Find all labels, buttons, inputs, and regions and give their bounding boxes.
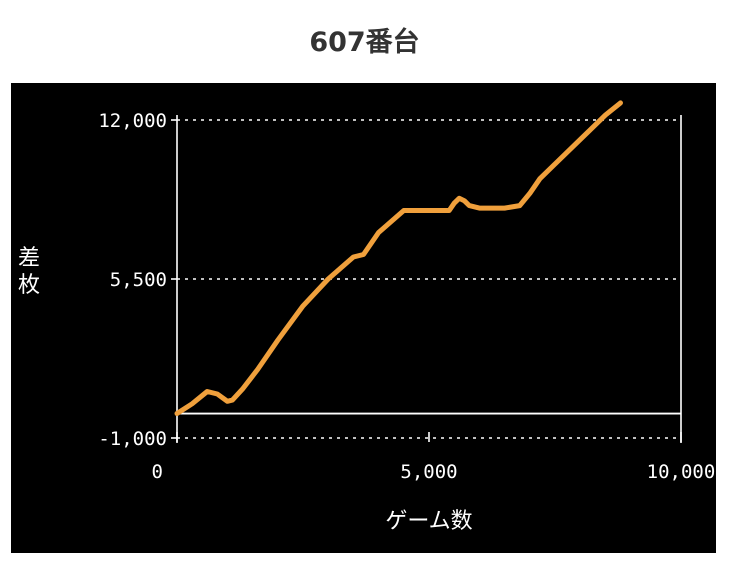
data-point xyxy=(240,387,245,391)
data-point xyxy=(276,338,280,342)
data-point xyxy=(578,137,582,142)
y-axis-label: 差枚 xyxy=(18,246,40,298)
y-tick-label-0: -1,000 xyxy=(98,428,167,450)
data-point xyxy=(447,208,451,213)
labels: -1,000 5,500 12,000 0 5,000 10,000 ゲーム数 差枚 xyxy=(18,110,715,534)
data-point xyxy=(603,113,608,117)
axes xyxy=(171,115,682,443)
data-point xyxy=(457,196,462,201)
data-point xyxy=(553,162,557,166)
data-point xyxy=(402,208,406,213)
data-point xyxy=(255,367,260,372)
data-point xyxy=(517,203,522,208)
x-tick-label-0: 0 xyxy=(152,461,163,483)
data-point xyxy=(230,398,235,402)
grid-lines xyxy=(177,119,681,439)
chart-panel: -1,000 5,500 12,000 0 5,000 10,000 ゲーム数 差枚 xyxy=(11,83,716,553)
data-point xyxy=(361,252,366,257)
data-point xyxy=(452,201,457,205)
x-tick-label-1: 5,000 xyxy=(400,461,457,483)
x-tick-label-2: 10,000 xyxy=(647,461,716,483)
data-point xyxy=(376,230,381,235)
series-layer xyxy=(174,100,623,416)
series-line-0 xyxy=(174,100,623,416)
data-point xyxy=(422,208,426,213)
data-point xyxy=(225,399,230,404)
data-point xyxy=(301,304,305,308)
data-point xyxy=(351,255,356,259)
data-point xyxy=(326,277,331,281)
x-axis-label: ゲーム数 xyxy=(385,509,472,534)
line-chart: -1,000 5,500 12,000 0 5,000 10,000 ゲーム数 差枚 xyxy=(18,100,715,534)
data-point xyxy=(215,392,220,396)
data-point xyxy=(467,203,472,208)
data-point xyxy=(462,198,467,203)
chart-title: 607番台 xyxy=(309,27,420,58)
data-point xyxy=(538,176,542,181)
y-tick-label-1: 5,500 xyxy=(110,269,167,291)
data-point xyxy=(528,191,532,196)
data-point xyxy=(205,389,210,394)
y-tick-label-2: 12,000 xyxy=(98,110,167,132)
data-point xyxy=(618,101,623,105)
data-point xyxy=(477,206,482,210)
data-point xyxy=(175,411,179,416)
data-point xyxy=(502,206,507,210)
data-point xyxy=(190,401,194,406)
